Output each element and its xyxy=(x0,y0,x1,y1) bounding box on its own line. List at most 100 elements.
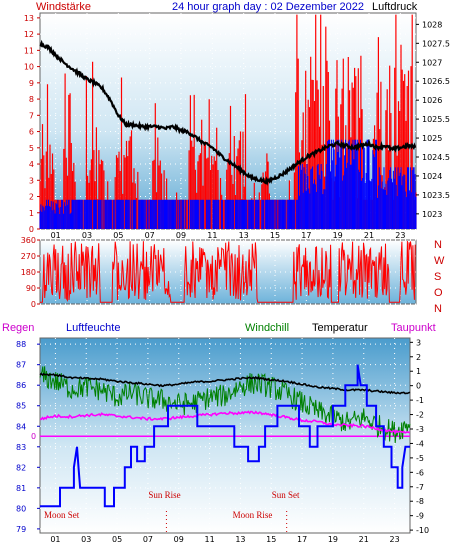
wind-tick-label: 9 xyxy=(29,79,34,88)
wind-tick-label: 6 xyxy=(29,128,34,137)
hour-label: 05 xyxy=(113,231,123,240)
wind-tick-label: 2 xyxy=(29,193,34,202)
temperature-tick-label: -9 xyxy=(416,512,424,521)
compass-label: W xyxy=(434,255,445,267)
pressure-tick-label: 1024.5 xyxy=(422,153,450,162)
wind-tick-label: 4 xyxy=(29,160,34,169)
hour-label: 15 xyxy=(270,231,280,240)
chart-title: 24 hour graph day : 02 Dezember 2022 xyxy=(172,1,364,13)
pressure-tick-label: 1024 xyxy=(422,172,442,181)
hour-label: 21 xyxy=(364,231,374,240)
humidity-tick-label: 85 xyxy=(16,402,26,411)
hour-label: 23 xyxy=(389,535,399,544)
pressure-tick-label: 1023.5 xyxy=(422,191,450,200)
wind-direction-series xyxy=(40,240,416,303)
sun-rise-label: Sun Rise xyxy=(148,490,180,500)
temperature-tick-label: -1 xyxy=(416,396,424,405)
temperature-tick-label: -6 xyxy=(416,468,424,477)
compass-label: S xyxy=(434,271,441,283)
hour-label: 19 xyxy=(333,231,343,240)
direction-y-ticks: 0 90 180 270 360 xyxy=(21,236,40,309)
hour-label: 13 xyxy=(239,231,249,240)
hour-label: 07 xyxy=(143,535,153,544)
temperature-tick-label: -4 xyxy=(416,439,424,448)
hour-label: 07 xyxy=(145,231,155,240)
pressure-tick-label: 1028 xyxy=(422,20,442,29)
wind-tick-label: 10 xyxy=(24,63,34,72)
hour-label: 09 xyxy=(176,231,186,240)
wind-direction-line xyxy=(40,240,416,303)
wind-average-series xyxy=(39,139,417,229)
windchill-label: Windchill xyxy=(245,322,289,334)
wind-tick-label: 5 xyxy=(29,144,34,153)
temperature-tick-label: 2 xyxy=(416,353,421,362)
compass-label: O xyxy=(434,287,443,299)
wind-tick-label: 7 xyxy=(29,111,34,120)
humidity-label: Luftfeuchte xyxy=(66,322,120,334)
hour-x-ticks-top: 01 03 05 07 09 11 13 15 17 19 21 23 xyxy=(51,231,406,240)
temperature-tick-label: -3 xyxy=(416,425,424,434)
humidity-line xyxy=(40,364,410,508)
temperature-tick-label: -2 xyxy=(416,411,424,420)
temperature-tick-label: 0 xyxy=(416,382,421,391)
pressure-tick-label: 1026 xyxy=(422,96,442,105)
rain-label: Regen xyxy=(2,322,34,334)
temperature-label: Temperatur xyxy=(312,322,368,334)
temperature-tick-label: -5 xyxy=(416,454,424,463)
humidity-tick-label: 82 xyxy=(16,463,26,472)
humidity-tick-label: 88 xyxy=(16,340,26,349)
humidity-tick-label: 79 xyxy=(16,525,26,534)
hour-label: 13 xyxy=(235,535,245,544)
wind-direction-grid xyxy=(40,239,416,305)
wind-tick-label: 1 xyxy=(29,209,34,218)
hour-label: 17 xyxy=(301,231,311,240)
wind-tick-label: 0 xyxy=(29,225,34,234)
humidity-tick-label: 87 xyxy=(16,361,26,370)
temperature-tick-label: -8 xyxy=(416,497,424,506)
temperature-tick-label: -7 xyxy=(416,483,424,492)
temperature-line xyxy=(39,372,411,395)
hour-label: 11 xyxy=(207,231,217,240)
hour-label: 09 xyxy=(174,535,184,544)
pressure-line xyxy=(39,39,417,186)
direction-tick-label: 270 xyxy=(21,252,36,261)
direction-tick-label: 180 xyxy=(21,268,36,277)
direction-tick-label: 90 xyxy=(26,284,36,293)
hour-label: 17 xyxy=(297,535,307,544)
humidity-y-ticks: 79 80 81 82 83 84 85 86 87 88 xyxy=(16,340,40,534)
wind-tick-label: 12 xyxy=(24,30,34,39)
temperature-tick-label: 1 xyxy=(416,367,421,376)
pressure-tick-label: 1027.5 xyxy=(422,39,450,48)
rain-zero-tick: 0 xyxy=(31,432,36,441)
compass-label: N xyxy=(434,239,442,251)
hour-label: 01 xyxy=(50,535,60,544)
pressure-tick-label: 1026.5 xyxy=(422,77,450,86)
hour-label: 21 xyxy=(359,535,369,544)
moon-rise-label: Moon Rise xyxy=(233,510,273,520)
humidity-tick-label: 84 xyxy=(16,422,26,431)
pressure-tick-label: 1027 xyxy=(422,58,442,67)
temperature-tick-label: -10 xyxy=(416,526,429,535)
direction-tick-label: 360 xyxy=(21,236,36,245)
hour-label: 03 xyxy=(82,231,92,240)
wind-tick-label: 11 xyxy=(24,46,34,55)
hour-label: 01 xyxy=(51,231,61,240)
pressure-tick-label: 1025.5 xyxy=(422,115,450,124)
hour-label: 11 xyxy=(204,535,214,544)
humidity-tick-label: 80 xyxy=(16,504,26,513)
windchill-line xyxy=(39,366,411,444)
sun-set-label: Sun Set xyxy=(272,490,300,500)
wind-tick-label: 3 xyxy=(29,176,34,185)
compass-label: N xyxy=(434,303,442,315)
pressure-axis-label: Luftdruck xyxy=(372,1,418,13)
wind-axis-label: Windstärke xyxy=(36,1,91,13)
hour-label: 05 xyxy=(112,535,122,544)
humidity-tick-label: 81 xyxy=(16,484,26,493)
dewpoint-line xyxy=(40,410,411,435)
wind-tick-label: 8 xyxy=(29,95,34,104)
pressure-tick-label: 1025 xyxy=(422,134,442,143)
wind-tick-label: 13 xyxy=(24,14,34,23)
pressure-y-ticks: 1023 1023.5 1024 1024.5 1025 1025.5 1026 1026.5… xyxy=(416,20,450,219)
